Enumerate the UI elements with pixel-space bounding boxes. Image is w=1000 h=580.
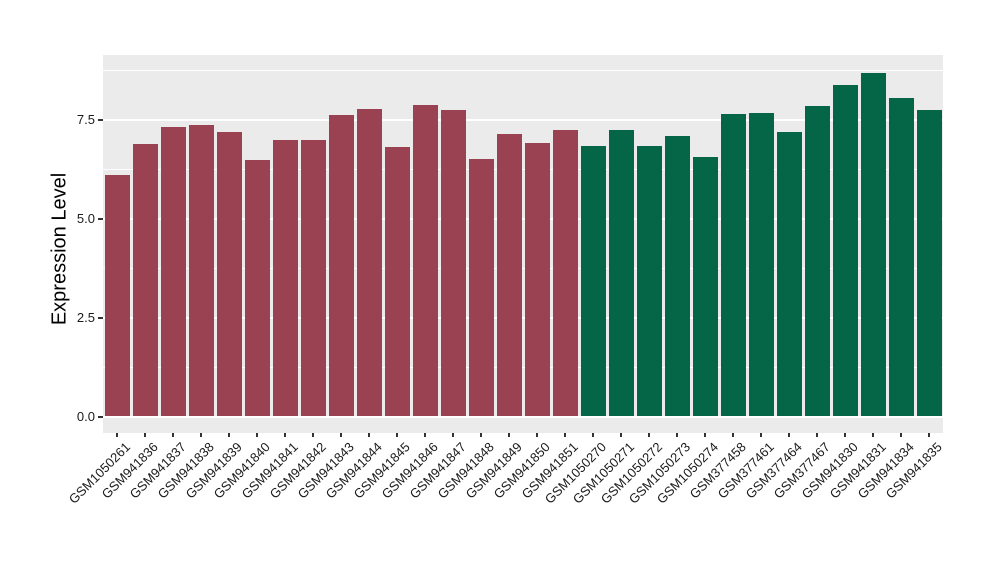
y-tick-mark bbox=[98, 316, 103, 319]
x-tick-mark bbox=[704, 433, 706, 437]
y-tick-label: 0.0 bbox=[76, 409, 95, 424]
y-tick-mark bbox=[98, 118, 103, 121]
x-tick-mark bbox=[312, 433, 314, 437]
gridline-minor bbox=[103, 267, 943, 269]
bar-GSM1050274 bbox=[692, 156, 718, 417]
x-tick-mark bbox=[284, 433, 286, 437]
bar-GSM377458 bbox=[720, 114, 746, 417]
x-tick-mark bbox=[592, 433, 594, 437]
bar-GSM377467 bbox=[804, 105, 830, 417]
x-tick-mark bbox=[732, 433, 734, 437]
bar-GSM941835 bbox=[916, 109, 942, 417]
bar-GSM941837 bbox=[160, 126, 186, 417]
bar-GSM941838 bbox=[188, 124, 214, 417]
bar-GSM1050272 bbox=[636, 146, 662, 417]
y-tick-mark bbox=[98, 415, 103, 418]
x-tick-mark bbox=[480, 433, 482, 437]
x-tick-mark bbox=[368, 433, 370, 437]
y-tick-label: 5.0 bbox=[76, 211, 95, 227]
bar-GSM941844 bbox=[356, 108, 382, 417]
plot-panel bbox=[103, 55, 943, 433]
x-tick-mark bbox=[788, 433, 790, 437]
x-tick-mark bbox=[200, 433, 202, 437]
gridline-major bbox=[103, 217, 943, 220]
bar-GSM377464 bbox=[776, 131, 802, 417]
x-tick-mark bbox=[872, 433, 874, 437]
bar-GSM941831 bbox=[860, 73, 886, 417]
x-tick-mark bbox=[564, 433, 566, 437]
x-tick-mark bbox=[816, 433, 818, 437]
y-axis-title: Expression Level bbox=[48, 172, 71, 326]
x-tick-mark bbox=[340, 433, 342, 437]
bar-GSM941834 bbox=[888, 97, 914, 417]
bar-GSM941830 bbox=[832, 84, 858, 417]
bar-GSM377461 bbox=[748, 113, 774, 417]
bar-GSM941839 bbox=[216, 131, 242, 417]
x-tick-mark bbox=[928, 433, 930, 437]
bar-GSM941850 bbox=[524, 142, 550, 417]
bar-GSM941842 bbox=[300, 140, 326, 417]
bar-GSM1050261 bbox=[104, 175, 130, 417]
x-tick-mark bbox=[620, 433, 622, 437]
gridline-minor bbox=[103, 69, 943, 71]
bar-GSM1050273 bbox=[664, 135, 690, 417]
bar-GSM941845 bbox=[384, 147, 410, 417]
bar-GSM941848 bbox=[468, 159, 494, 417]
x-tick-mark bbox=[648, 433, 650, 437]
bar-GSM941841 bbox=[272, 139, 298, 417]
gridline-major bbox=[103, 415, 943, 418]
bar-GSM941840 bbox=[244, 160, 270, 417]
x-tick-mark bbox=[536, 433, 538, 437]
x-tick-mark bbox=[844, 433, 846, 437]
bar-GSM941847 bbox=[440, 109, 466, 417]
x-tick-mark bbox=[396, 433, 398, 437]
x-tick-mark bbox=[172, 433, 174, 437]
x-tick-mark bbox=[760, 433, 762, 437]
x-tick-mark bbox=[256, 433, 258, 437]
gridline-major bbox=[103, 316, 943, 319]
gridline-minor bbox=[103, 168, 943, 170]
bar-GSM941851 bbox=[552, 130, 578, 417]
x-tick-mark bbox=[508, 433, 510, 437]
x-tick-mark bbox=[228, 433, 230, 437]
y-tick-mark bbox=[98, 217, 103, 220]
gridline-major bbox=[103, 118, 943, 121]
x-tick-mark bbox=[144, 433, 146, 437]
x-tick-mark bbox=[676, 433, 678, 437]
bar-GSM1050271 bbox=[608, 129, 634, 417]
x-tick-mark bbox=[452, 433, 454, 437]
x-tick-mark bbox=[900, 433, 902, 437]
bar-GSM941846 bbox=[412, 104, 438, 417]
y-tick-label: 7.5 bbox=[76, 112, 95, 128]
bar-GSM1050270 bbox=[580, 145, 606, 417]
bar-GSM941836 bbox=[132, 143, 158, 417]
bar-GSM941849 bbox=[496, 134, 522, 417]
x-tick-mark bbox=[424, 433, 426, 437]
y-tick-label: 2.5 bbox=[76, 310, 95, 326]
x-tick-mark bbox=[116, 433, 118, 437]
bar-GSM941843 bbox=[328, 115, 354, 417]
gridline-minor bbox=[103, 366, 943, 368]
